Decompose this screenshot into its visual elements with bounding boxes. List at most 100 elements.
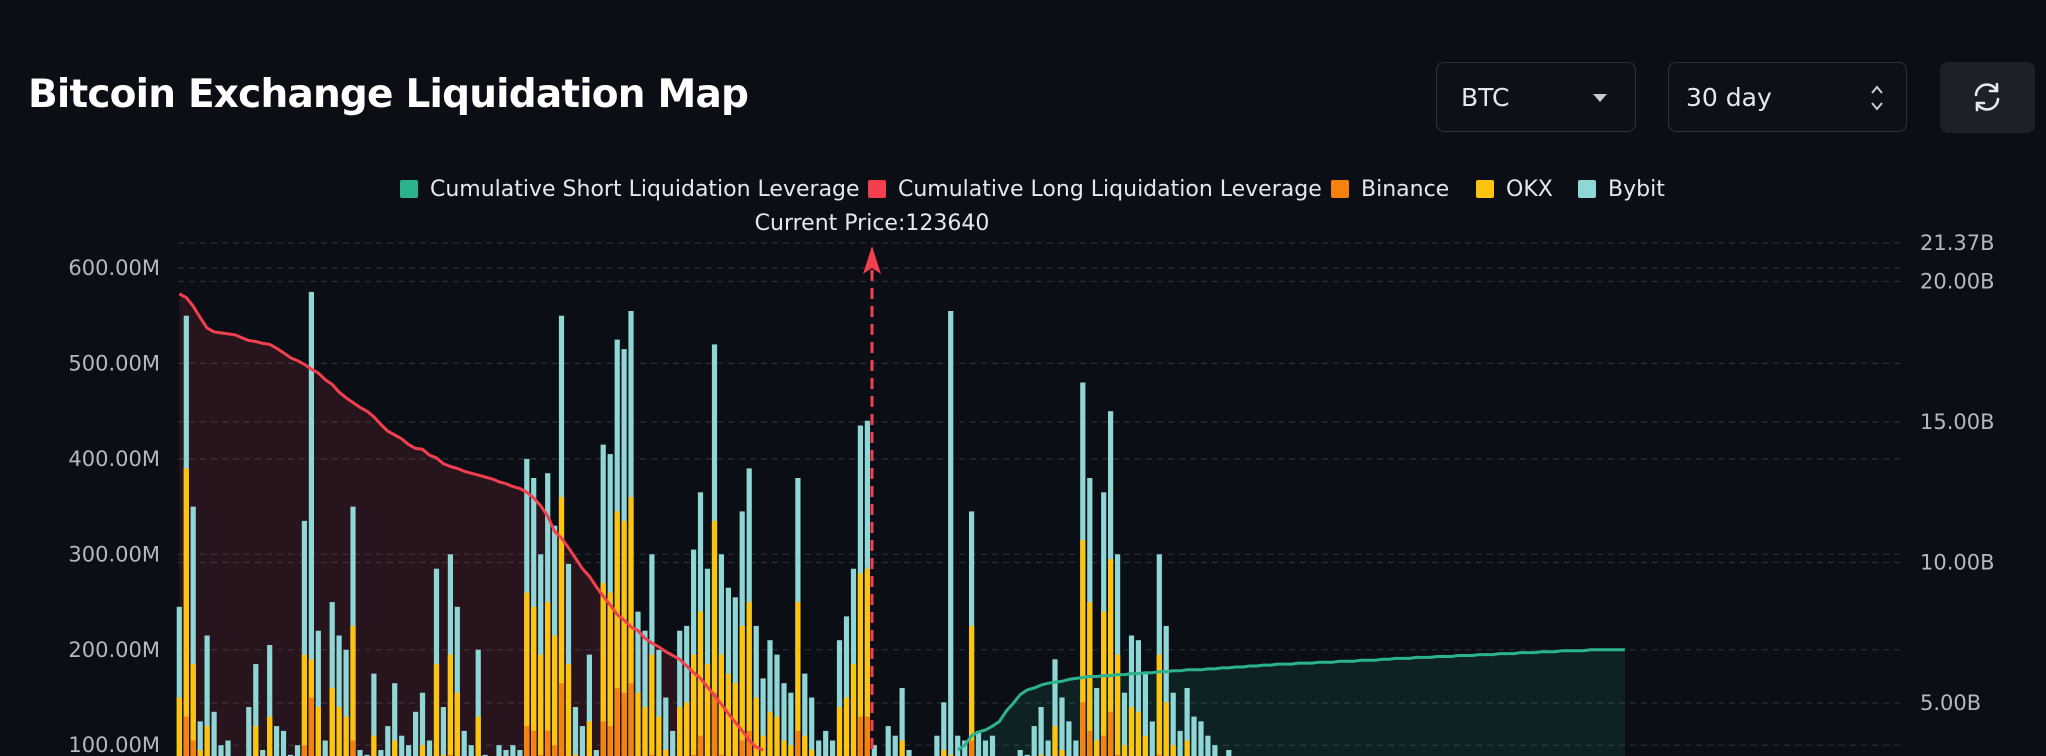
bar-okx xyxy=(663,750,669,756)
bar-bybit xyxy=(635,611,641,756)
page-title: Bitcoin Exchange Liquidation Map xyxy=(28,72,749,117)
bar-binance xyxy=(1087,730,1093,756)
bar-binance xyxy=(1156,754,1162,756)
bar-binance xyxy=(697,735,704,756)
bar-bybit xyxy=(732,597,738,756)
bar-bybit xyxy=(267,645,273,756)
bar-okx xyxy=(253,726,259,756)
bar-okx xyxy=(697,611,704,756)
bar-binance xyxy=(1101,735,1107,756)
bar-bybit xyxy=(406,745,412,756)
bar-okx xyxy=(343,716,349,756)
bar-okx xyxy=(315,707,321,756)
bar-binance xyxy=(190,740,196,756)
bar-bybit xyxy=(1121,692,1128,756)
bar-bybit xyxy=(274,726,280,756)
bar-okx xyxy=(524,592,530,756)
bar-binance xyxy=(447,754,453,756)
bar-bybit xyxy=(677,630,683,756)
bar-bybit xyxy=(962,740,968,756)
y-left-tick-label: 300.00M xyxy=(68,542,160,566)
up-down-icon xyxy=(1871,85,1883,111)
bar-bybit xyxy=(934,735,940,756)
bar-binance xyxy=(864,716,870,756)
bar-bybit xyxy=(941,702,947,756)
legend-item-label: Bybit xyxy=(1608,177,1665,202)
bar-binance xyxy=(621,692,627,756)
bar-bybit xyxy=(482,754,488,756)
bar-bybit xyxy=(475,649,481,756)
bar-binance xyxy=(1115,754,1121,756)
bar-binance xyxy=(1108,711,1114,756)
bar-bybit xyxy=(684,625,690,756)
bar-bybit xyxy=(1149,721,1155,756)
bar-okx xyxy=(336,707,342,756)
chevron-down-icon xyxy=(1593,94,1607,102)
bar-binance xyxy=(718,754,724,756)
bar-okx xyxy=(204,726,210,756)
bar-bybit xyxy=(725,587,731,756)
bar-okx xyxy=(899,740,905,756)
y-right-tick-label: 21.37B xyxy=(1920,231,1995,255)
bar-bybit xyxy=(357,750,363,756)
bar-bybit xyxy=(204,635,210,756)
bar-okx xyxy=(440,754,446,756)
bar-okx xyxy=(1142,735,1148,756)
bar-binance xyxy=(795,730,801,756)
bar-bybit xyxy=(1170,692,1176,756)
bar-okx xyxy=(586,721,592,756)
bar-okx xyxy=(1108,559,1114,756)
bar-bybit xyxy=(329,602,335,756)
bar-okx xyxy=(760,735,766,756)
bar-bybit xyxy=(871,745,877,756)
bar-okx xyxy=(614,511,620,756)
bar-okx xyxy=(1038,754,1044,756)
bar-bybit xyxy=(1052,659,1058,756)
bar-okx xyxy=(419,745,426,756)
bar-binance xyxy=(538,754,544,756)
bar-okx xyxy=(732,683,738,756)
legend-item-label: Cumulative Short Liquidation Leverage xyxy=(430,177,860,202)
bar-okx xyxy=(371,735,377,756)
bar-okx xyxy=(677,707,683,756)
bar-okx xyxy=(545,602,551,756)
bar-bybit xyxy=(218,745,224,756)
bar-okx xyxy=(621,520,627,756)
bar-bybit xyxy=(197,721,203,756)
bar-bybit xyxy=(336,635,342,756)
bar-bybit xyxy=(1045,740,1051,756)
bar-okx xyxy=(857,573,863,756)
coin-select-value: BTC xyxy=(1461,83,1510,112)
legend-item-label: Binance xyxy=(1361,177,1449,202)
bar-bybit xyxy=(704,568,711,756)
bar-bybit xyxy=(1212,745,1218,756)
refresh-button[interactable] xyxy=(1940,62,2035,133)
bar-bybit xyxy=(440,707,446,756)
bar-bybit xyxy=(294,745,301,756)
bar-okx xyxy=(746,602,752,756)
time-range-select[interactable]: 30 day xyxy=(1668,62,1907,132)
bar-okx xyxy=(552,635,558,756)
bar-binance xyxy=(350,740,356,756)
time-range-value: 30 day xyxy=(1686,83,1772,112)
bar-okx xyxy=(1087,602,1093,756)
coin-select[interactable]: BTC xyxy=(1436,62,1636,132)
bar-bybit xyxy=(385,726,391,756)
y-right-tick-label: 10.00B xyxy=(1920,551,1995,575)
bar-okx xyxy=(197,750,203,756)
bar-okx xyxy=(433,664,440,756)
bar-binance xyxy=(308,697,314,756)
bar-okx xyxy=(531,606,537,756)
bar-binance xyxy=(183,716,189,756)
long-liquidation-line xyxy=(178,292,764,752)
bar-bybit xyxy=(899,688,905,756)
bar-okx xyxy=(656,716,662,756)
bar-binance xyxy=(857,716,863,756)
current-price-label: Current Price:123640 xyxy=(755,211,990,236)
bar-binance xyxy=(607,726,613,756)
legend-swatch xyxy=(1476,180,1494,198)
bar-okx xyxy=(941,750,947,756)
bar-binance xyxy=(301,745,307,756)
bar-binance xyxy=(628,683,634,756)
bar-okx xyxy=(475,716,481,756)
